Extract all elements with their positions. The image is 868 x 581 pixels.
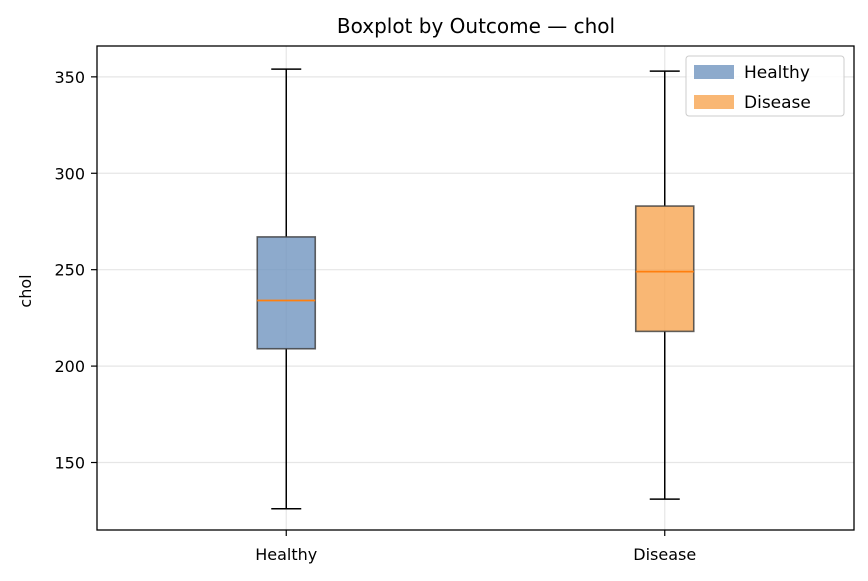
x-tick-label: Disease — [633, 545, 696, 564]
iqr-box — [256, 236, 317, 350]
legend-label-healthy: Healthy — [744, 63, 810, 83]
grid-lines — [97, 46, 854, 530]
legend-label-disease: Disease — [744, 93, 811, 113]
axes: 150 200 250 300 350 Healthy Disease — [54, 68, 696, 564]
y-axis-label: chol — [16, 274, 35, 307]
y-tick-label: 300 — [54, 164, 85, 183]
chart-title: Boxplot by Outcome — chol — [337, 14, 615, 38]
legend-swatch-healthy — [694, 65, 734, 79]
box-disease — [634, 70, 695, 500]
legend: Healthy Disease — [685, 55, 845, 117]
plot-frame — [96, 45, 855, 531]
iqr-box — [634, 205, 695, 333]
legend-swatch-disease — [694, 95, 734, 109]
y-tick-label: 350 — [54, 68, 85, 87]
y-tick-label: 200 — [54, 357, 85, 376]
y-tick-label: 150 — [54, 454, 85, 473]
x-tick-label: Healthy — [255, 545, 317, 564]
box-plots — [256, 68, 695, 510]
y-tick-label: 250 — [54, 261, 85, 280]
box-healthy — [256, 68, 317, 510]
